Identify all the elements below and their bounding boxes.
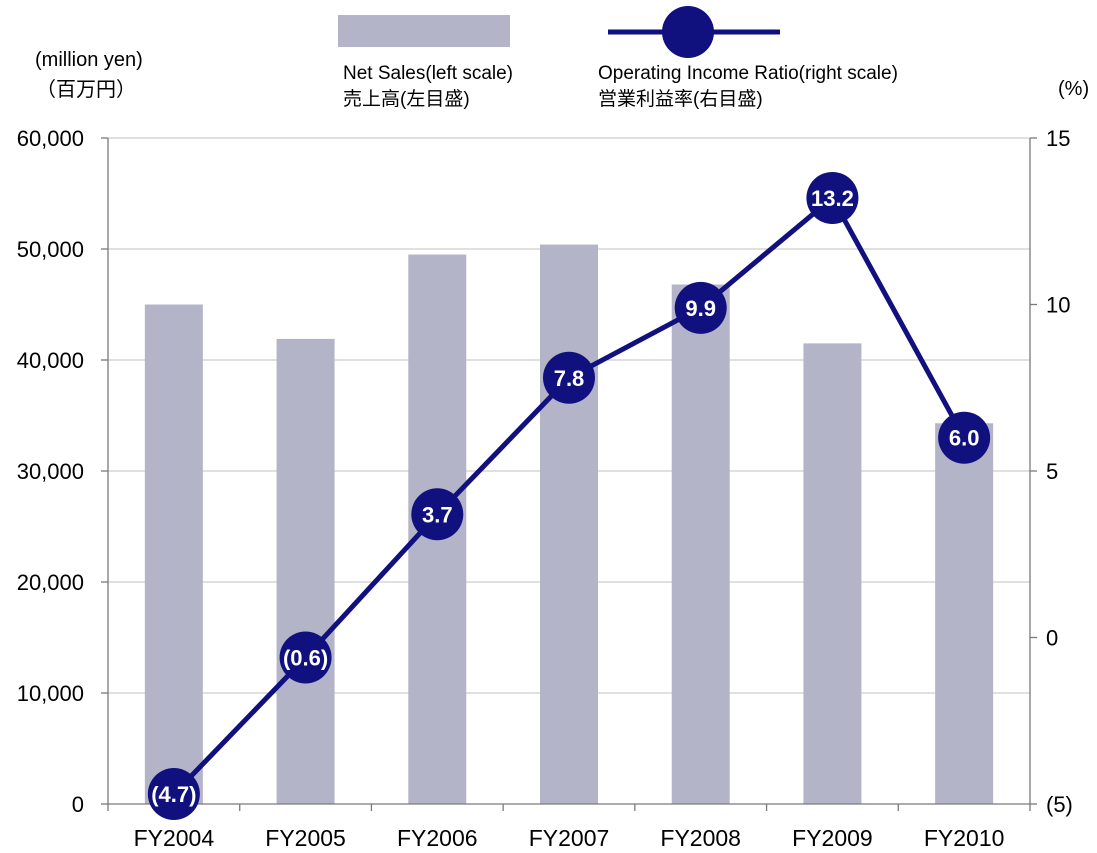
legend: Net Sales(left scale) 売上高(左目盛) Operating… <box>338 6 898 110</box>
data-point-fy2006 <box>411 488 464 541</box>
x-tick-label: FY2010 <box>924 825 1005 851</box>
y2-tick-label: 5 <box>1046 459 1058 484</box>
legend-item-net-sales: Net Sales(left scale) 売上高(左目盛) <box>338 15 513 110</box>
y-tick-label: 60,000 <box>17 126 84 151</box>
y-tick-label: 20,000 <box>17 570 84 595</box>
y-axis-tick-labels: 0 10,000 20,000 30,000 40,000 50,000 60,000 <box>17 126 84 817</box>
y2-tick-label: 15 <box>1046 126 1070 151</box>
data-point-fy2010 <box>938 411 991 464</box>
y-tick-label: 50,000 <box>17 237 84 262</box>
y-tick-label: 0 <box>72 792 84 817</box>
x-tick-label: FY2007 <box>529 825 610 851</box>
axes <box>101 137 1037 811</box>
bar-fy2009 <box>803 343 862 804</box>
data-point-fy2008 <box>674 281 727 334</box>
data-label-fy2006: 3.7 <box>422 502 453 527</box>
legend-swatch-net-sales <box>338 15 510 47</box>
y2-tick-label: 10 <box>1046 293 1070 318</box>
y2-axis-tick-labels: (5) 0 5 10 15 <box>1046 126 1073 817</box>
x-axis-tick-labels: FY2004 FY2005 FY2006 FY2007 FY2008 FY2009 FY20… <box>134 825 1005 851</box>
data-label-fy2004: (4.7) <box>151 782 196 807</box>
y-tick-label: 30,000 <box>17 459 84 484</box>
y2-tick-label: 0 <box>1046 626 1058 651</box>
data-point-fy2004 <box>147 768 200 821</box>
x-tick-label: FY2006 <box>397 825 478 851</box>
bar-fy2010 <box>935 423 994 804</box>
bar-fy2008 <box>671 284 730 804</box>
x-tick-label: FY2008 <box>660 825 741 851</box>
legend-marker-operating-income-ratio <box>662 6 714 58</box>
data-point-fy2009 <box>806 171 859 224</box>
data-label-fy2010: 6.0 <box>949 426 980 451</box>
legend-item-operating-income-ratio: Operating Income Ratio(right scale) 営業利益… <box>598 6 898 110</box>
legend-label-operating-income-ratio: Operating Income Ratio(right scale) <box>598 63 898 84</box>
data-point-fy2005 <box>279 631 332 684</box>
data-label-fy2005: (0.6) <box>283 645 328 670</box>
y-axis-title: (million yen) <box>35 49 143 71</box>
y-tick-label: 10,000 <box>17 681 84 706</box>
data-label-fy2009: 13.2 <box>811 186 854 211</box>
legend-label-operating-income-ratio-ja: 営業利益率(右目盛) <box>598 88 763 110</box>
legend-label-net-sales: Net Sales(left scale) <box>343 63 513 84</box>
y-axis-title-ja: （百万円） <box>36 78 136 101</box>
bar-fy2007 <box>540 244 598 804</box>
y-tick-label: 40,000 <box>17 348 84 373</box>
data-point-fy2007 <box>543 351 595 404</box>
line-series-operating-income-ratio: (4.7) (0.6) 3.7 7.8 9.9 13.2 6.0 <box>147 171 991 821</box>
x-tick-label: FY2005 <box>265 825 346 851</box>
y2-axis-title: (%) <box>1058 78 1089 100</box>
data-label-fy2007: 7.8 <box>554 366 585 391</box>
x-tick-label: FY2009 <box>792 825 873 851</box>
bar-fy2004 <box>144 304 203 804</box>
bar-fy2005 <box>276 338 335 804</box>
bar-series-net-sales <box>144 244 994 805</box>
data-label-fy2008: 9.9 <box>685 296 716 321</box>
legend-label-net-sales-ja: 売上高(左目盛) <box>343 88 470 110</box>
x-tick-label: FY2004 <box>134 825 215 851</box>
y2-tick-label: (5) <box>1046 792 1073 817</box>
